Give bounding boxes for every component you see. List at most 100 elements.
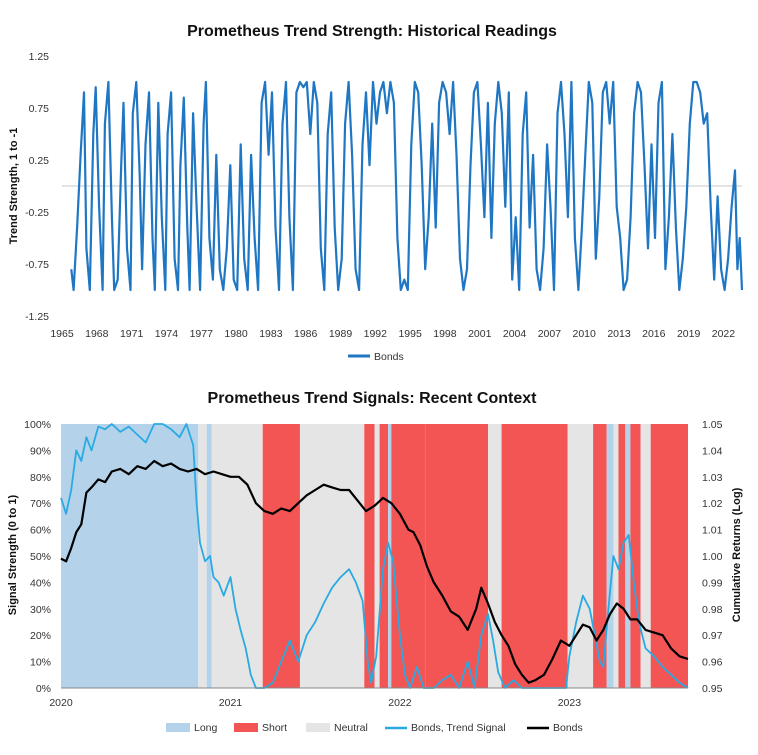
chart2-ytick-label: 0% (36, 683, 51, 695)
regime-band-short (650, 424, 688, 688)
regime-band-short (391, 424, 426, 688)
chart2-ytick-label: 90% (30, 445, 51, 457)
regime-band-short (425, 424, 488, 688)
chart-trend-strength: Prometheus Trend Strength: Historical Re… (8, 23, 744, 363)
chart2-ytick-label: 50% (30, 551, 51, 563)
chart-trend-signals: Prometheus Trend Signals: Recent Context… (7, 390, 743, 734)
legend-swatch-long (166, 723, 190, 732)
regime-band-neutral (640, 424, 651, 688)
chart2-ytick-label: 70% (30, 498, 51, 510)
chart2-regime-bands (61, 424, 688, 688)
chart1-ytick-label: 0.75 (29, 103, 50, 115)
chart1-xtick-label: 1989 (329, 328, 353, 340)
chart1-ytick-label: -0.25 (25, 207, 49, 219)
chart2-x-ticks: 2020 2021 2022 2023 (49, 697, 581, 709)
chart2-title: Prometheus Trend Signals: Recent Context (208, 390, 538, 407)
chart2-ylabel: Signal Strength (0 to 1) (7, 494, 19, 615)
chart2-y2label: Cumulative Returns (Log) (731, 487, 743, 622)
chart1-xtick-label: 1971 (120, 328, 144, 340)
legend-label-short: Short (262, 722, 287, 734)
chart2-y-ticks: 100% 90% 80% 70% 60% 50% 40% 30% 20% 10% 0% (24, 419, 51, 695)
chart1-title: Prometheus Trend Strength: Historical Re… (187, 23, 557, 40)
chart1-xtick-label: 1983 (259, 328, 283, 340)
regime-band-long (606, 424, 614, 688)
chart2-ytick-label: 30% (30, 604, 51, 616)
chart1-xtick-label: 2013 (607, 328, 631, 340)
chart1-xtick-label: 1980 (224, 328, 248, 340)
chart2-y2tick-label: 0.97 (702, 630, 723, 642)
regime-band-neutral (488, 424, 502, 688)
chart2-y2tick-label: 0.98 (702, 604, 723, 616)
chart1-xtick-label: 2016 (642, 328, 666, 340)
chart1-y-ticks: 1.25 0.75 0.25 -0.25 -0.75 -1.25 (25, 51, 49, 323)
chart1-series (70, 80, 744, 292)
chart2-ytick-label: 40% (30, 577, 51, 589)
chart1-x-ticks: 1965 1968 1971 1974 1977 1980 1983 1986 1989 1992… (50, 328, 735, 340)
chart2-ytick-label: 60% (30, 525, 51, 537)
chart2-xtick-label: 2022 (388, 697, 412, 709)
chart1-xtick-label: 2022 (712, 328, 736, 340)
chart1-xtick-label: 1977 (190, 328, 214, 340)
chart1-xtick-label: 1986 (294, 328, 318, 340)
chart2-xtick-label: 2021 (219, 697, 243, 709)
legend-swatch-short (234, 723, 258, 732)
regime-band-short (364, 424, 375, 688)
chart2-ytick-label: 80% (30, 472, 51, 484)
chart1-xtick-label: 2019 (677, 328, 701, 340)
chart2-y2tick-label: 1.01 (702, 525, 723, 537)
legend-label-neutral: Neutral (334, 722, 368, 734)
chart2-ytick-label: 10% (30, 657, 51, 669)
chart1-xtick-label: 2010 (573, 328, 597, 340)
chart1-ytick-label: -0.75 (25, 259, 49, 271)
regime-band-short (379, 424, 389, 688)
chart1-xtick-label: 1998 (433, 328, 457, 340)
regime-band-neutral (299, 424, 365, 688)
legend-swatch-neutral (306, 723, 330, 732)
legend-label-bonds: Bonds (374, 351, 404, 363)
chart2-y2tick-label: 1.03 (702, 472, 723, 484)
legend-label-bonds-2: Bonds (553, 722, 583, 734)
chart2-y2tick-label: 1.00 (702, 551, 723, 563)
series-line-bonds-returns (60, 459, 689, 684)
chart2-y2tick-label: 1.05 (702, 419, 723, 431)
chart1-ylabel: Trend Strength, 1 to -1 (8, 128, 20, 245)
chart2-ytick-label: 100% (24, 419, 51, 431)
chart1-xtick-label: 1965 (50, 328, 74, 340)
chart2-y2tick-label: 0.95 (702, 683, 723, 695)
legend-label-long: Long (194, 722, 218, 734)
regime-band-long (61, 424, 199, 688)
regime-band-neutral (374, 424, 380, 688)
regime-band-short (593, 424, 607, 688)
chart1-xtick-label: 1968 (85, 328, 109, 340)
chart2-y2tick-label: 0.96 (702, 657, 723, 669)
legend-label-trend-signal: Bonds, Trend Signal (411, 722, 506, 734)
regime-band-long (388, 424, 392, 688)
chart1-ytick-label: -1.25 (25, 311, 49, 323)
regime-band-short (501, 424, 568, 688)
regime-band-short (630, 424, 641, 688)
chart2-legend: Long Short Neutral Bonds, Trend Signal B… (166, 722, 583, 734)
chart2-y2-ticks: 1.05 1.04 1.03 1.02 1.01 1.00 0.99 0.98 0.97 0.96… (702, 419, 723, 695)
chart1-xtick-label: 1974 (155, 328, 179, 340)
regime-band-short (262, 424, 300, 688)
series-line-bonds (70, 80, 744, 292)
regime-band-neutral (198, 424, 207, 688)
series-line-bonds-trend-signal (60, 423, 689, 689)
chart2-y2tick-label: 1.04 (702, 445, 723, 457)
chart2-ytick-label: 20% (30, 630, 51, 642)
chart1-ytick-label: 1.25 (29, 51, 50, 63)
chart1-xtick-label: 2001 (468, 328, 492, 340)
chart1-ytick-label: 0.25 (29, 155, 50, 167)
chart1-xtick-label: 1992 (364, 328, 388, 340)
chart2-y2tick-label: 1.02 (702, 498, 723, 510)
chart1-xtick-label: 2007 (538, 328, 562, 340)
regime-band-neutral (211, 424, 263, 688)
regime-band-long (625, 424, 631, 688)
chart2-xtick-label: 2020 (49, 697, 73, 709)
chart1-legend: Bonds (348, 351, 404, 363)
regime-band-neutral (613, 424, 619, 688)
chart1-xtick-label: 2004 (503, 328, 527, 340)
chart2-series (60, 423, 689, 689)
